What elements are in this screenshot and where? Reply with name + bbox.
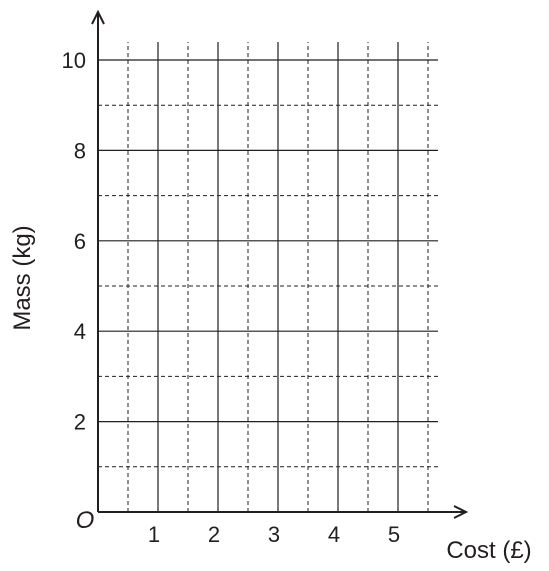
origin-label: O <box>76 507 95 534</box>
x-tick-label: 4 <box>328 522 340 547</box>
y-tick-label: 6 <box>74 229 86 254</box>
x-axis-arrowhead <box>453 505 469 519</box>
x-tick-label: 3 <box>268 522 280 547</box>
x-axis-title: Cost (£) <box>446 537 531 564</box>
y-tick-labels: 2 4 6 8 10 <box>62 48 86 435</box>
x-tick-label: 1 <box>148 522 160 547</box>
y-tick-label: 10 <box>62 48 86 73</box>
grid <box>98 42 438 512</box>
x-tick-label: 2 <box>208 522 220 547</box>
y-tick-label: 2 <box>74 410 86 435</box>
x-tick-label: 5 <box>388 522 400 547</box>
y-tick-label: 4 <box>74 319 86 344</box>
axes <box>91 9 469 519</box>
y-axis-arrowhead <box>91 9 105 25</box>
y-axis-title: Mass (kg) <box>9 225 36 330</box>
x-tick-labels: 1 2 3 4 5 <box>148 522 400 547</box>
y-tick-label: 8 <box>74 138 86 163</box>
